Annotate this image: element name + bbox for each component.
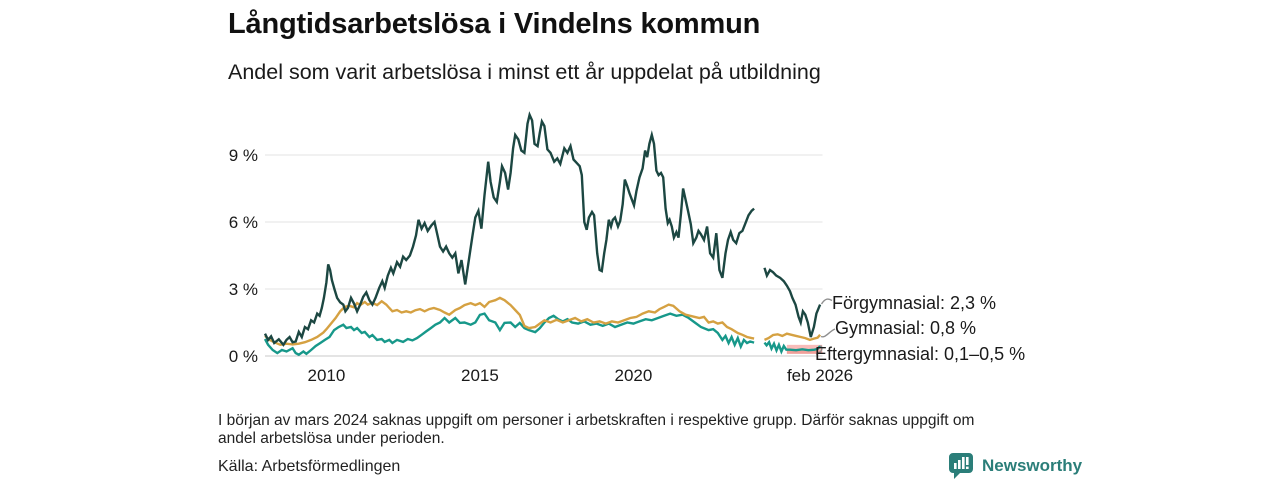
newsworthy-logo-icon [949,453,973,479]
series-line-förgymnasial [263,111,755,347]
series-line-eftergymnasial [263,312,755,357]
label-leader-line [815,345,823,355]
series-line-förgymnasial [763,267,822,338]
brand-name: Newsworthy [982,455,1083,475]
x-tick-label: feb 2026 [787,366,853,385]
y-tick-label: 6 % [229,213,258,232]
y-tick-label: 3 % [229,280,258,299]
label-leader-line [820,298,833,305]
footnote: I början av mars 2024 saknas uppgift om … [218,412,974,447]
series-line-gymnasial [264,296,755,347]
series-end-label-forgymnasial: Förgymnasial: 2,3 % [832,293,997,313]
x-tick-label: 2010 [307,366,345,385]
series-line-eftergymnasial [763,339,822,355]
footnote-line2: andel arbetslösa under perioden. [218,429,445,447]
x-tick-label: 2015 [461,366,499,385]
footnote-line1: I början av mars 2024 saknas uppgift om … [218,412,975,429]
chart-subtitle: Andel som varit arbetslösa i minst ett å… [228,60,821,84]
series-end-label-eftergymnasial: Eftergymnasial: 0,1–0,5 % [815,344,1026,364]
series-end-label-gymnasial: Gymnasial: 0,8 % [835,318,977,338]
source-label: Källa: Arbetsförmedlingen [218,458,401,475]
series-line-gymnasial [764,332,822,342]
y-tick-label: 9 % [229,146,258,165]
y-tick-label: 0 % [229,347,258,366]
label-leader-line [820,328,836,338]
brand-logo: Newsworthy [948,452,1082,479]
chart-title: Långtidsarbetslösa i Vindelns kommun [228,8,761,40]
x-tick-label: 2020 [614,366,652,385]
